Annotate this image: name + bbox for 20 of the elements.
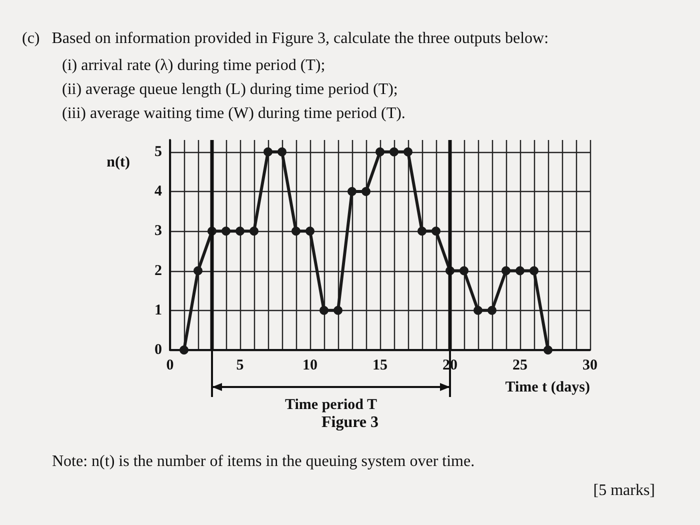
caption: Figure 3 bbox=[320, 414, 380, 432]
x-axis-title: Time t (days) bbox=[505, 380, 590, 396]
x-tick-label: 15 bbox=[372, 358, 388, 374]
x-tick-label: 30 bbox=[582, 358, 598, 374]
x-tick-label: 25 bbox=[512, 358, 528, 374]
y-tick-label: 1 bbox=[154, 302, 162, 318]
y-axis-title: n(t) bbox=[106, 154, 130, 170]
y-tick-label: 4 bbox=[154, 184, 162, 200]
y-tick-label: 3 bbox=[154, 223, 162, 240]
text: Time period T bbox=[285, 397, 377, 413]
text: [5 marks] bbox=[593, 482, 655, 500]
x-tick-label: 10 bbox=[302, 358, 318, 374]
y-tick-label: 0 bbox=[154, 342, 162, 358]
chart-title: (c) Based on information provided in Figure 3, calculate the three outputs below: bbox=[22, 30, 549, 48]
y-tick-label: 5 bbox=[154, 144, 162, 160]
x-tick-label: 0 bbox=[166, 358, 174, 374]
x-tick-label: 5 bbox=[236, 358, 244, 374]
chart-subtitle: (i) arrival rate (λ) during time period (T); (ii) average queue length (L) during time period (T); (iii) average waiting time (W) during time period (T). bbox=[62, 56, 406, 124]
y-tick-label: 2 bbox=[154, 262, 162, 279]
text: Note: n(t) is the number of items in the queuing system over time. bbox=[52, 453, 475, 471]
